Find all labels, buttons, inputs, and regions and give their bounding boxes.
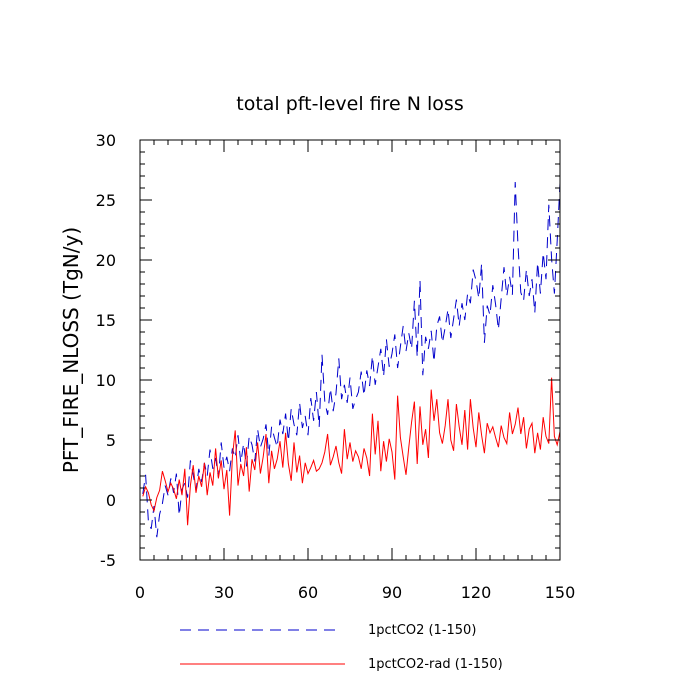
legend-label-1pctco2: 1pctCO2 (1-150) [368,623,476,638]
y-tick-label: 5 [106,431,116,450]
x-tick-label: 150 [545,583,576,602]
x-tick-label: 90 [382,583,402,602]
x-tick-label: 60 [298,583,318,602]
series-line-1pctco2-rad-1-150 [142,377,561,526]
legend: 1pctCO2 (1-150) 1pctCO2-rad (1-150) [180,623,503,672]
y-axis-label: PFT_FIRE_NLOSS (TgN/y) [59,227,83,473]
y-tick-label: 10 [96,371,116,390]
axis-ticks: 0 30 60 90 120 150 -5 0 5 10 15 20 25 30 [96,131,576,602]
series-line-1pctco2-1-150 [142,181,561,538]
x-tick-label: 120 [461,583,492,602]
x-tick-label: 0 [135,583,145,602]
y-tick-label: 20 [96,251,116,270]
y-tick-label: -5 [100,551,116,570]
y-tick-label: 0 [106,491,116,510]
y-tick-label: 25 [96,191,116,210]
y-tick-label: 15 [96,311,116,330]
y-tick-label: 30 [96,131,116,150]
legend-label-1pctco2-rad: 1pctCO2-rad (1-150) [368,657,503,672]
series-layer [142,181,561,538]
plot-frame [139,139,561,561]
x-tick-label: 30 [214,583,234,602]
chart-title: total pft-level fire N loss [236,93,463,115]
